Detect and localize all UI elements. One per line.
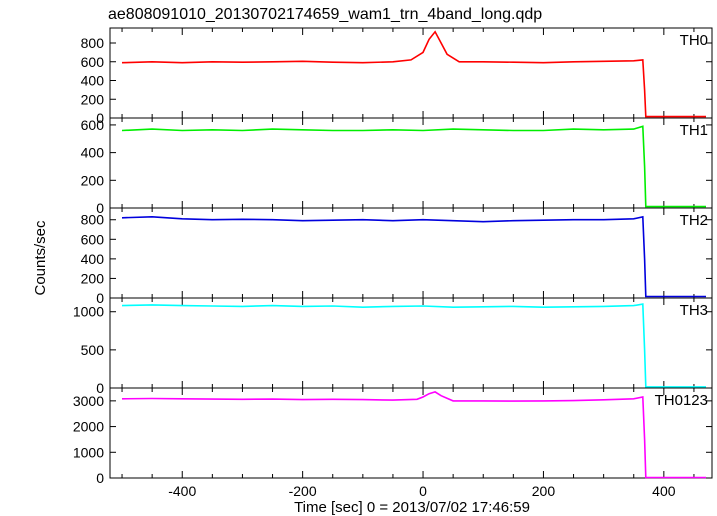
y-tick-label: 600 — [81, 54, 105, 70]
y-tick-label: 0 — [96, 200, 104, 216]
y-tick-label: 200 — [81, 172, 105, 188]
y-tick-label: 500 — [81, 342, 105, 358]
series-line — [121, 303, 706, 388]
panel-label: TH3 — [680, 302, 708, 319]
y-tick-label: 400 — [81, 73, 105, 89]
x-tick-label: -400 — [168, 483, 196, 499]
panel-label: TH0123 — [655, 392, 708, 409]
y-tick-label: 0 — [96, 110, 104, 126]
panel-th1: 0 200 400 600 TH1 — [81, 117, 713, 216]
y-tick-label: 0 — [96, 470, 104, 486]
panel-label: TH2 — [680, 212, 708, 229]
series-line — [121, 30, 706, 118]
panel-th0: 0 200 400 600 800 TH0 — [81, 27, 713, 126]
panel-frame — [109, 387, 713, 479]
y-tick-label: 600 — [81, 117, 105, 133]
y-tick-label: 400 — [81, 251, 105, 267]
panel-th3: 0 500 1000 TH3 — [73, 297, 713, 396]
chart-title: ae808091010_20130702174659_wam1_trn_4ban… — [108, 6, 542, 23]
y-tick-label: 800 — [81, 35, 105, 51]
y-tick-label: 2000 — [73, 419, 104, 435]
y-tick-label: 800 — [81, 212, 105, 228]
panel-frame — [109, 27, 713, 119]
y-tick-label: 200 — [81, 270, 105, 286]
x-tick-label: 0 — [419, 483, 427, 499]
y-tick-label: 400 — [81, 145, 105, 161]
panel-label: TH1 — [680, 122, 708, 139]
x-axis-label: Time [sec] 0 = 2013/07/02 17:46:59 — [294, 499, 530, 516]
panel-th2: 0 200 400 600 800 TH2 — [81, 207, 713, 306]
x-tick-label: 200 — [532, 483, 556, 499]
y-tick-label: 600 — [81, 231, 105, 247]
panel-frame — [109, 117, 713, 209]
series-line — [121, 391, 706, 479]
y-tick-label: 3000 — [73, 393, 104, 409]
series-line — [121, 215, 706, 298]
series-line — [121, 125, 706, 208]
panel-frame — [109, 207, 713, 299]
y-tick-label: 200 — [81, 91, 105, 107]
y-tick-label: 0 — [96, 380, 104, 396]
panel-frame — [109, 297, 713, 389]
panel-label: TH0 — [680, 32, 708, 49]
y-tick-label: 1000 — [73, 444, 104, 460]
y-tick-label: 1000 — [73, 304, 104, 320]
panel-th0123: 0 1000 2000 3000 TH0123 — [73, 387, 713, 486]
panels: 0 200 400 600 800 TH0 0 200 400 600 TH1 0 200 400 600 8… — [73, 27, 713, 499]
x-tick-label: 400 — [652, 483, 676, 499]
y-axis-label: Counts/sec — [32, 220, 49, 296]
y-tick-label: 0 — [96, 290, 104, 306]
x-tick-label: -200 — [289, 483, 317, 499]
